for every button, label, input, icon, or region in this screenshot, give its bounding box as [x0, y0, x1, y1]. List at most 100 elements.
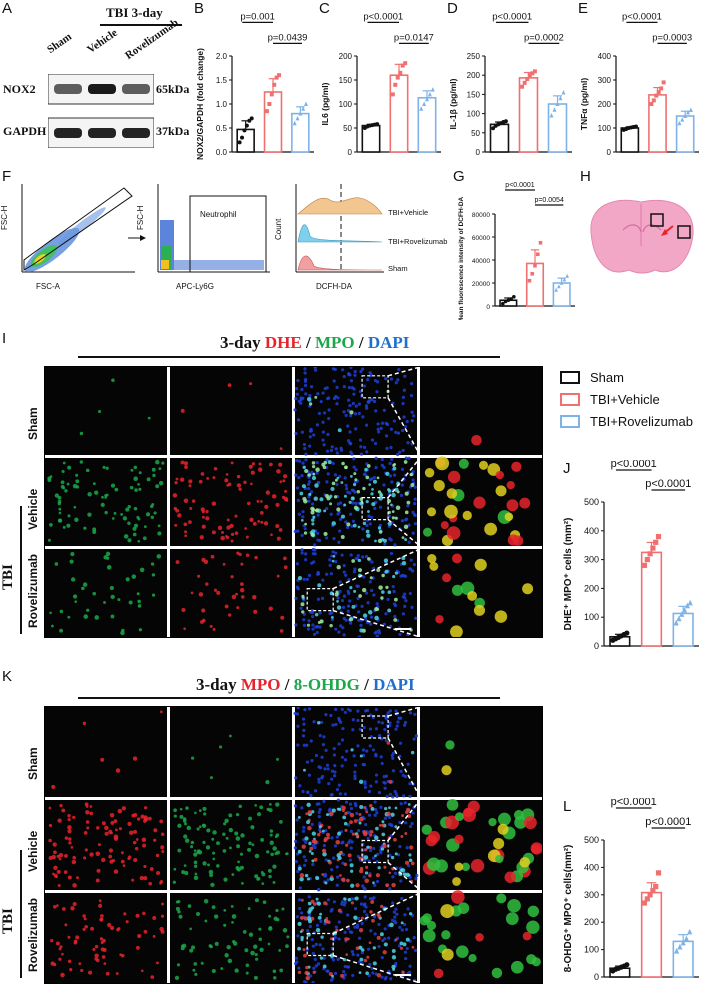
- dapi-nucleus: [373, 932, 377, 936]
- dapi-nucleus: [301, 789, 305, 794]
- data-point: [393, 82, 398, 87]
- cell-signal: [268, 808, 273, 813]
- cell-signal: [184, 465, 188, 469]
- data-point: [650, 888, 656, 894]
- data-point: [503, 299, 508, 304]
- cell-signal: [336, 600, 339, 603]
- dapi-nucleus: [318, 943, 322, 947]
- cell-signal: [275, 850, 281, 855]
- cell-signal: [252, 944, 258, 949]
- dapi-nucleus: [315, 923, 320, 927]
- cell-signal: [282, 479, 286, 483]
- data-point: [680, 117, 685, 122]
- cell-signal: [115, 768, 121, 773]
- dapi-nucleus: [346, 409, 351, 413]
- cell-signal: [433, 968, 444, 979]
- cell-signal: [297, 921, 302, 926]
- cell-signal: [378, 496, 383, 501]
- micro-k-title-line: [78, 697, 500, 699]
- dapi-nucleus: [404, 821, 408, 825]
- dapi-nucleus: [403, 950, 408, 954]
- cell-signal: [353, 483, 357, 487]
- cell-signal: [358, 868, 364, 874]
- cell-signal: [405, 872, 410, 878]
- cell-signal: [429, 561, 439, 571]
- cell-signal: [381, 823, 385, 827]
- dapi-nucleus: [341, 840, 345, 844]
- cell-signal: [173, 808, 177, 813]
- dapi-nucleus: [342, 564, 346, 568]
- dapi-nucleus: [293, 408, 297, 412]
- legend-swatch-sham: [560, 370, 580, 384]
- cell-signal: [212, 476, 216, 480]
- dapi-nucleus: [403, 720, 408, 725]
- dapi-nucleus: [295, 712, 300, 716]
- dapi-nucleus: [336, 502, 340, 506]
- dapi-nucleus: [370, 897, 375, 901]
- cell-signal: [383, 865, 387, 869]
- cell-signal: [174, 975, 180, 981]
- cell-signal: [99, 937, 104, 941]
- dapi-nucleus: [353, 770, 357, 774]
- bar-tbivehicle: [263, 91, 283, 153]
- dapi-nucleus: [349, 621, 353, 625]
- dapi-nucleus: [321, 774, 325, 779]
- dapi-nucleus: [330, 445, 334, 449]
- cell-signal: [404, 860, 410, 865]
- cell-signal: [307, 825, 312, 831]
- cell-signal: [321, 462, 326, 467]
- cell-signal: [128, 830, 134, 835]
- cell-signal: [155, 484, 160, 489]
- dapi-nucleus: [393, 871, 398, 875]
- cell-signal: [159, 926, 164, 932]
- cell-signal: [59, 945, 63, 949]
- cell-signal: [94, 490, 99, 495]
- dapi-nucleus: [379, 805, 383, 809]
- cell-signal: [225, 836, 229, 840]
- cell-signal: [183, 522, 188, 527]
- dapi-nucleus: [405, 946, 409, 951]
- panel-letter-j: J: [563, 460, 571, 477]
- dapi-nucleus: [399, 716, 403, 720]
- cell-signal: [308, 402, 313, 406]
- micro-tile: [170, 367, 292, 455]
- cell-signal: [110, 483, 116, 488]
- cell-signal: [407, 803, 411, 806]
- cell-signal: [299, 930, 303, 934]
- dapi-nucleus: [296, 418, 301, 422]
- cell-signal: [105, 551, 111, 557]
- cell-signal: [359, 754, 363, 758]
- cell-signal: [150, 562, 155, 566]
- cell-signal: [307, 901, 312, 906]
- flow-plot-3: [295, 184, 384, 273]
- cell-signal: [365, 529, 370, 534]
- cell-signal: [180, 460, 185, 465]
- dapi-nucleus: [340, 598, 345, 603]
- cell-signal: [356, 834, 360, 838]
- data-point: [249, 116, 254, 121]
- cell-signal: [135, 838, 139, 841]
- cell-signal: [201, 618, 206, 623]
- cell-signal: [58, 957, 62, 961]
- cell-signal: [66, 523, 71, 528]
- cell-signal: [138, 471, 142, 475]
- cell-signal: [391, 492, 396, 498]
- data-point: [512, 295, 516, 299]
- cell-signal: [156, 961, 159, 965]
- dapi-nucleus: [303, 371, 307, 375]
- cell-signal: [285, 852, 289, 855]
- cell-signal: [324, 919, 329, 924]
- dapi-nucleus: [330, 554, 334, 558]
- cell-signal: [56, 869, 61, 874]
- blot-band: [54, 128, 82, 138]
- cell-signal: [267, 868, 272, 873]
- dapi-nucleus: [349, 846, 353, 850]
- dapi-nucleus: [389, 377, 394, 381]
- cell-signal: [236, 483, 242, 488]
- dapi-nucleus: [329, 448, 334, 453]
- cell-signal: [302, 768, 306, 772]
- cell-signal: [302, 948, 306, 952]
- blot-band: [88, 84, 116, 94]
- micro-tile: [45, 549, 167, 637]
- dapi-nucleus: [367, 789, 372, 794]
